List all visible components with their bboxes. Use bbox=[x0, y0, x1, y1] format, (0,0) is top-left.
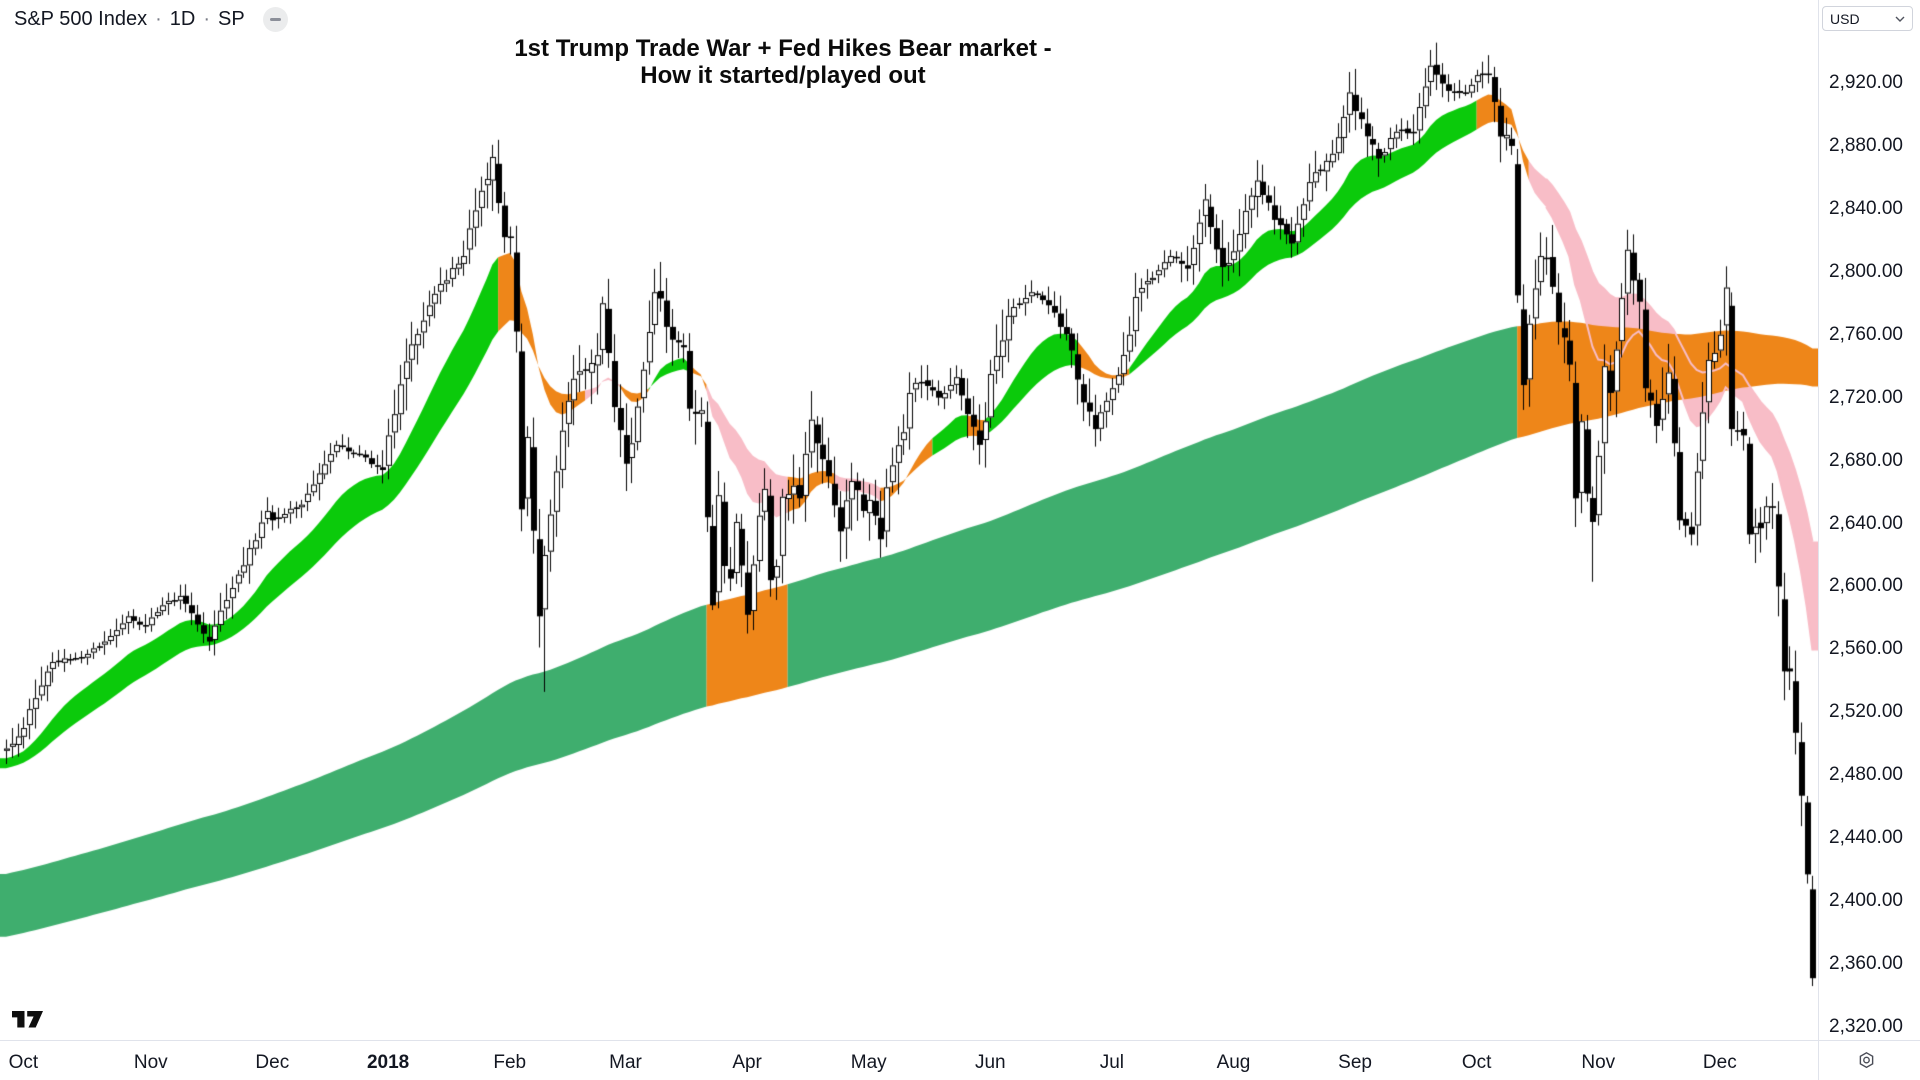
time-axis-label: Aug bbox=[1216, 1052, 1251, 1073]
symbol-legend: S&P 500 Index · 1D · SP bbox=[14, 7, 288, 32]
price-axis-label: 2,880.00 bbox=[1829, 134, 1903, 156]
annotation-line-1: 1st Trump Trade War + Fed Hikes Bear mar… bbox=[514, 35, 1052, 62]
price-axis-label: 2,560.00 bbox=[1829, 638, 1903, 660]
time-axis-label: Mar bbox=[609, 1052, 642, 1073]
chart-annotation-title[interactable]: 1st Trump Trade War + Fed Hikes Bear mar… bbox=[514, 35, 1051, 89]
price-axis-label: 2,600.00 bbox=[1829, 575, 1903, 597]
legend-separator: · bbox=[155, 8, 162, 30]
price-axis-label: 2,480.00 bbox=[1829, 764, 1903, 786]
price-axis-label: 2,520.00 bbox=[1829, 701, 1903, 723]
minus-icon bbox=[269, 18, 281, 21]
time-axis-label: 2018 bbox=[366, 1052, 410, 1073]
settings-gear-icon[interactable] bbox=[1856, 1050, 1877, 1071]
legend-separator: · bbox=[203, 8, 210, 30]
time-axis-label: Apr bbox=[732, 1052, 762, 1073]
price-axis-label: 2,840.00 bbox=[1829, 197, 1903, 219]
price-axis-label: 2,720.00 bbox=[1829, 386, 1903, 408]
time-axis-label: Dec bbox=[255, 1052, 290, 1073]
price-axis-label: 2,680.00 bbox=[1829, 449, 1903, 471]
time-axis-label: Oct bbox=[1461, 1052, 1492, 1073]
price-axis-label: 2,440.00 bbox=[1829, 827, 1903, 849]
tradingview-logo[interactable] bbox=[11, 1008, 44, 1031]
time-axis-label: May bbox=[850, 1052, 887, 1073]
time-axis-label: Dec bbox=[1702, 1052, 1737, 1073]
price-axis-label: 2,320.00 bbox=[1829, 1015, 1903, 1037]
time-axis-label: Jul bbox=[1099, 1052, 1125, 1073]
price-axis-label: 2,360.00 bbox=[1829, 953, 1903, 975]
candlestick-canvas[interactable] bbox=[0, 0, 1818, 1040]
interval-label[interactable]: 1D bbox=[169, 8, 196, 30]
annotation-line-2: How it started/played out bbox=[640, 62, 926, 89]
price-axis-label: 2,400.00 bbox=[1829, 890, 1903, 912]
exchange-label[interactable]: SP bbox=[218, 8, 245, 30]
chevron-down-icon bbox=[1895, 16, 1905, 22]
time-axis-label: Nov bbox=[1581, 1052, 1616, 1073]
price-axis-label: 2,920.00 bbox=[1829, 72, 1903, 93]
hide-indicator-button[interactable] bbox=[262, 7, 288, 32]
time-axis-separator bbox=[0, 1040, 1920, 1041]
time-axis-label: Nov bbox=[133, 1052, 168, 1073]
time-axis-label: Feb bbox=[493, 1052, 527, 1073]
price-axis-label: 2,640.00 bbox=[1829, 512, 1903, 534]
price-axis-label: 2,800.00 bbox=[1829, 260, 1903, 282]
currency-selector[interactable]: USD bbox=[1822, 6, 1913, 31]
price-axis-separator bbox=[1818, 0, 1819, 1080]
time-axis-label: Sep bbox=[1338, 1052, 1372, 1073]
symbol-title[interactable]: S&P 500 Index bbox=[14, 8, 148, 30]
time-axis-label: Oct bbox=[8, 1052, 39, 1073]
currency-label: USD bbox=[1830, 10, 1860, 27]
time-axis-label: Jun bbox=[974, 1052, 1006, 1073]
price-axis-label: 2,760.00 bbox=[1829, 323, 1903, 345]
